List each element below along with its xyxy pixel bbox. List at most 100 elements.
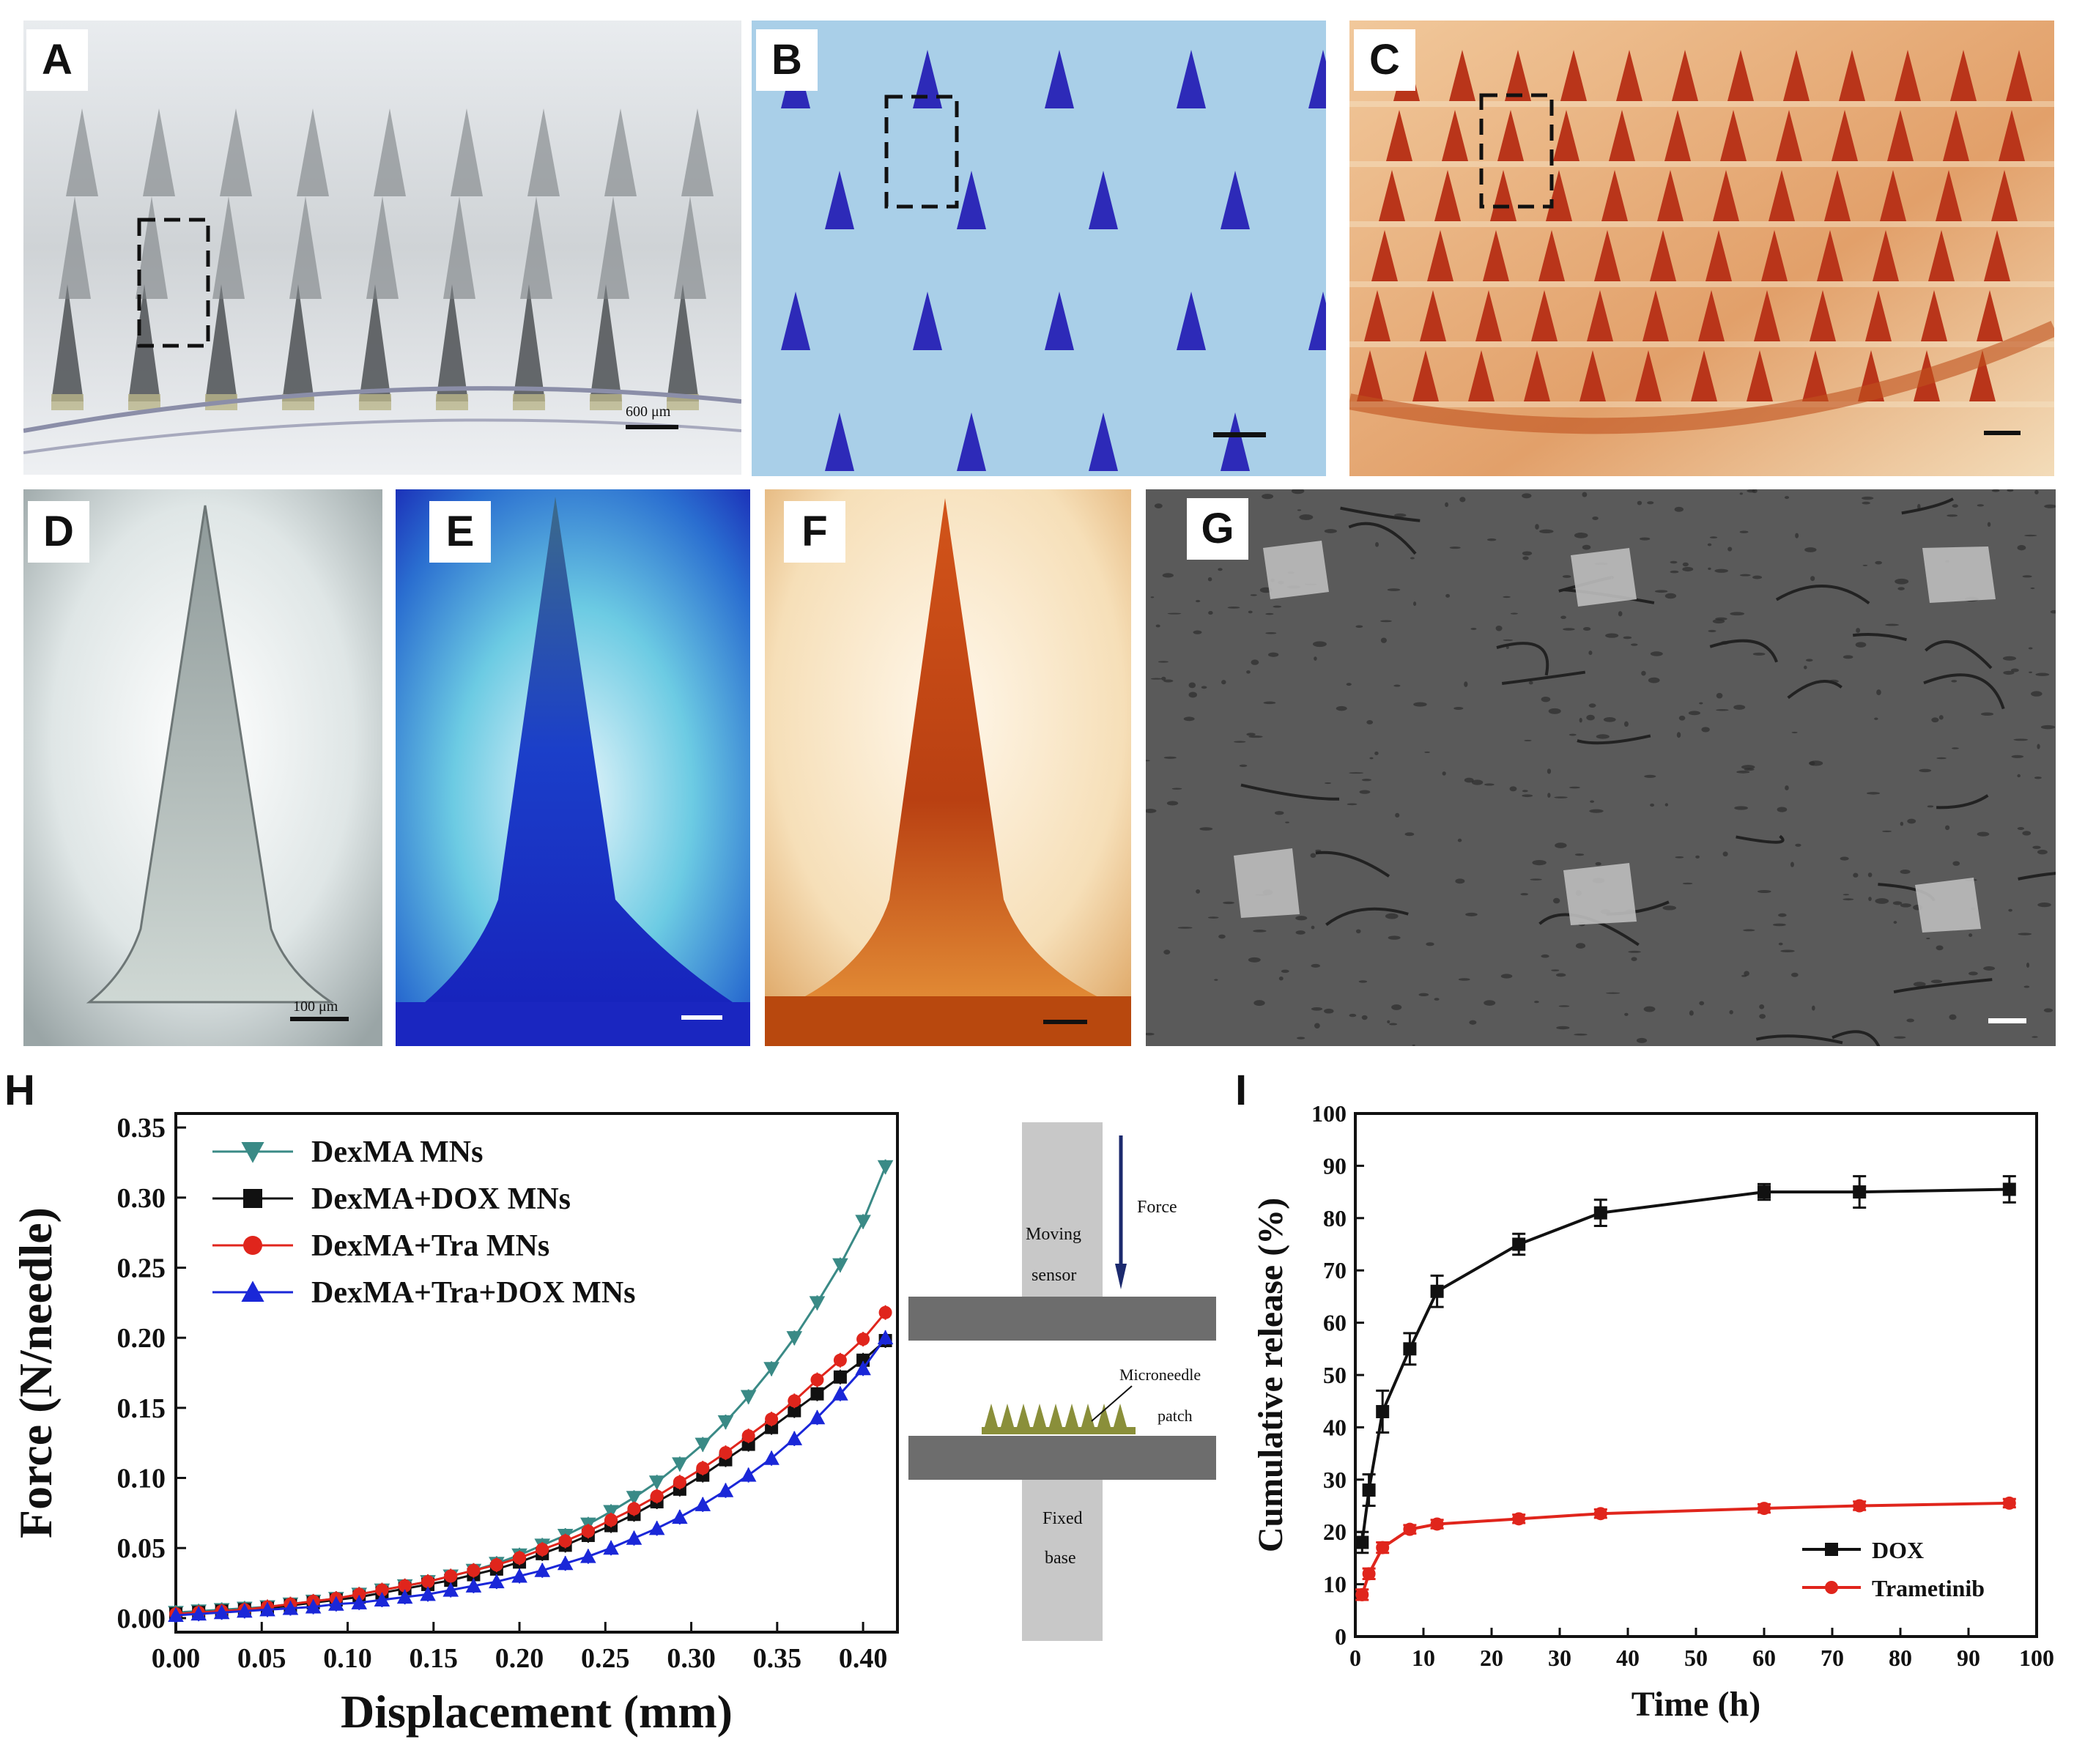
- chart-h-point: [513, 1551, 527, 1565]
- chart-i-ytick-label: 100: [1311, 1100, 1347, 1127]
- chart-i-ytick-label: 50: [1323, 1362, 1347, 1388]
- chart-h-point: [648, 1475, 665, 1491]
- chart-h-point: [648, 1520, 665, 1535]
- chart-h-point: [558, 1534, 572, 1548]
- chart-h-point: [833, 1353, 847, 1367]
- chart-h-point: [352, 1587, 366, 1601]
- chart-h-point: [627, 1502, 641, 1516]
- chart-h-point: [672, 1457, 688, 1472]
- chart-i-xtick-label: 30: [1548, 1645, 1571, 1671]
- chart-h-point: [832, 1258, 848, 1273]
- chart-h-point: [717, 1482, 734, 1497]
- chart-i-point: [1758, 1502, 1771, 1516]
- chart-h-point: [833, 1370, 847, 1384]
- chart-h-point: [351, 1595, 368, 1609]
- chart-h-xtick-label: 0.20: [495, 1643, 544, 1674]
- force-test-schematic: Force Moving sensor Microneedle patch Fi…: [908, 1122, 1216, 1641]
- chart-h-point: [259, 1601, 275, 1617]
- chart-h-point: [581, 1524, 595, 1538]
- chart-h-point: [511, 1568, 527, 1583]
- panel-e-image: [396, 489, 750, 1046]
- chart-h-point: [717, 1415, 734, 1430]
- chart-h-point: [489, 1574, 505, 1589]
- panel-a-letter: A: [26, 29, 88, 91]
- chart-i-legend-marker: [1825, 1581, 1838, 1594]
- chart-h-legend-marker: [243, 1236, 262, 1255]
- chart-h-point: [467, 1563, 481, 1577]
- chart-i-ytick-label: 90: [1323, 1152, 1347, 1179]
- chart-h-legend-label: DexMA+Tra MNs: [311, 1229, 549, 1263]
- chart-i-ytick-label: 20: [1323, 1519, 1347, 1545]
- chart-h-point: [878, 1305, 892, 1319]
- moving-sensor-label-2: sensor: [1032, 1266, 1076, 1285]
- upper-plate: [908, 1297, 1216, 1341]
- chart-h-xtick-label: 0.00: [152, 1643, 201, 1674]
- chart-h-point: [765, 1412, 779, 1426]
- chart-h-point: [740, 1390, 757, 1405]
- panel-c-letter: C: [1354, 29, 1415, 91]
- chart-h-point: [444, 1569, 458, 1583]
- moving-sensor-label-1: Moving: [1026, 1225, 1081, 1244]
- chart-h-point: [557, 1555, 574, 1571]
- chart-i-xtick-label: 50: [1684, 1645, 1708, 1671]
- panel-d-scale-label: 100 μm: [293, 998, 338, 1015]
- chart-h-point: [810, 1373, 824, 1387]
- chart-i-point: [1853, 1185, 1867, 1199]
- chart-i-xtick-label: 100: [2019, 1645, 2054, 1671]
- chart-h-point: [603, 1505, 619, 1520]
- chart-i-ytick-label: 60: [1323, 1310, 1347, 1336]
- chart-h-point: [398, 1579, 412, 1593]
- chart-h-xtick-label: 0.10: [323, 1643, 372, 1674]
- chart-h-legend-marker: [243, 1189, 262, 1208]
- chart-h-point: [237, 1603, 253, 1618]
- chart-h-point: [788, 1394, 801, 1408]
- chart-i-ytick-label: 70: [1323, 1257, 1347, 1283]
- chart-i-point: [1593, 1206, 1607, 1220]
- chart-i-point: [1853, 1499, 1867, 1513]
- chart-h-xtick-label: 0.05: [237, 1643, 286, 1674]
- chart-h-xtick-label: 0.30: [667, 1643, 716, 1674]
- microneedle-label-1: Microneedle: [1119, 1365, 1201, 1384]
- fixed-base-rod: [1022, 1480, 1103, 1641]
- chart-h-point: [536, 1543, 549, 1557]
- chart-h-legend-marker: [241, 1142, 264, 1163]
- chart-h-ytick-label: 0.05: [117, 1533, 166, 1564]
- chart-h-point: [855, 1360, 871, 1376]
- chart-h-point: [650, 1489, 664, 1503]
- chart-h-point: [396, 1589, 413, 1604]
- chart-h-point: [696, 1461, 710, 1475]
- chart-i-point: [2002, 1182, 2016, 1196]
- chart-h-series-4: [168, 1330, 894, 1623]
- chart-i-point: [1376, 1541, 1390, 1554]
- chart-i-ytick-label: 80: [1323, 1205, 1347, 1231]
- chart-h-point: [282, 1600, 299, 1615]
- chart-i-xtick-label: 70: [1821, 1645, 1844, 1671]
- chart-i-ytick-label: 10: [1323, 1571, 1347, 1598]
- fixed-base-label-2: base: [1045, 1549, 1076, 1568]
- chart-h-point: [672, 1509, 688, 1524]
- chart-h-ytick-label: 0.00: [117, 1604, 166, 1634]
- chart-i-point: [1758, 1185, 1771, 1199]
- microneedle-patch: [982, 1404, 1136, 1434]
- chart-h-ytick-label: 0.15: [117, 1393, 166, 1424]
- chart-h-point: [877, 1330, 894, 1345]
- chart-i-point: [1376, 1404, 1390, 1418]
- chart-h-point: [763, 1362, 779, 1377]
- chart-i-legend-marker: [1825, 1543, 1838, 1556]
- chart-i-xtick-label: 0: [1349, 1645, 1361, 1671]
- panel-f-image: [765, 489, 1131, 1046]
- chart-h-frame: [174, 1112, 899, 1634]
- chart-h-point: [856, 1333, 870, 1346]
- chart-h-point: [375, 1583, 389, 1597]
- chart-i-xtick-label: 60: [1752, 1645, 1776, 1671]
- chart-h-point: [534, 1563, 551, 1577]
- chart-i-point: [2002, 1496, 2016, 1510]
- chart-h-ytick-label: 0.20: [117, 1323, 166, 1354]
- panel-g-image: [1146, 489, 2056, 1046]
- fixed-base-label-1: Fixed: [1042, 1509, 1083, 1528]
- chart-i-legend-label: DOX: [1872, 1537, 1924, 1563]
- chart-i-point: [1355, 1535, 1369, 1549]
- chart-h-point: [603, 1540, 619, 1555]
- chart-h-ytick-label: 0.25: [117, 1253, 166, 1283]
- chart-h-point: [489, 1558, 503, 1572]
